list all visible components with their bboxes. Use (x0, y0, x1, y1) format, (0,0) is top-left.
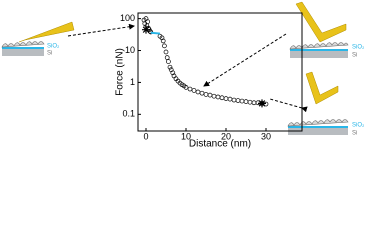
star-point (258, 99, 266, 108)
data-point (227, 96, 233, 102)
data-point (164, 55, 170, 60)
sio2-label: SiO₂ (352, 45, 365, 51)
x-tick-label: 10 (181, 131, 191, 141)
data-point (235, 98, 241, 103)
data-point (160, 38, 166, 44)
data-point (215, 94, 221, 100)
x-tick-label: 0 (143, 131, 148, 141)
si-label: Si (47, 51, 52, 57)
data-point (219, 95, 225, 101)
arrow (67, 23, 135, 37)
y-tick-label: 0.1 (122, 109, 135, 119)
schematic-left: SiO₂ Si (1, 21, 75, 57)
data-point (207, 92, 213, 98)
data-point (191, 88, 197, 93)
y-tick-label: 100 (120, 13, 135, 23)
arrow (203, 33, 287, 87)
data-point (163, 49, 169, 55)
x-axis-label: Distance (nm) (189, 139, 251, 150)
arrow (269, 98, 308, 113)
data-point (187, 86, 193, 92)
data-point (223, 96, 229, 101)
data-point (203, 92, 209, 97)
data-point (145, 19, 150, 25)
data-point (159, 35, 165, 41)
data-point (247, 99, 253, 105)
data-point (195, 89, 201, 95)
x-tick-label: 30 (261, 131, 271, 141)
data-point (231, 97, 237, 103)
data-point (170, 70, 176, 76)
y-tick-label: 1 (130, 77, 135, 87)
data-point (239, 98, 245, 104)
sio2-label: SiO₂ (47, 44, 60, 50)
data-point (199, 90, 205, 96)
data-point (211, 93, 217, 99)
figure: SiO₂ Si SiO₂ Si SiO₂ Si Distance (nm) Fo… (1, 1, 365, 150)
schematic-right-bottom: SiO₂ Si (287, 71, 365, 137)
plot-frame (137, 12, 303, 132)
si-label: Si (352, 131, 357, 137)
schematic-right-top: SiO₂ Si (289, 1, 365, 59)
y-tick-label: 10 (125, 45, 135, 55)
data-point (166, 59, 171, 64)
data-point (251, 100, 257, 106)
y-axis-label: Force (nN) (115, 48, 126, 96)
data-point (183, 85, 189, 90)
data-point (243, 99, 249, 104)
data-point (167, 64, 173, 70)
data-point (162, 43, 167, 49)
x-tick-label: 20 (221, 131, 231, 141)
sio2-label: SiO₂ (352, 123, 365, 129)
highlight-line (150, 31, 161, 35)
data-point (263, 101, 269, 107)
star-point (142, 25, 150, 34)
si-label: Si (352, 53, 357, 59)
